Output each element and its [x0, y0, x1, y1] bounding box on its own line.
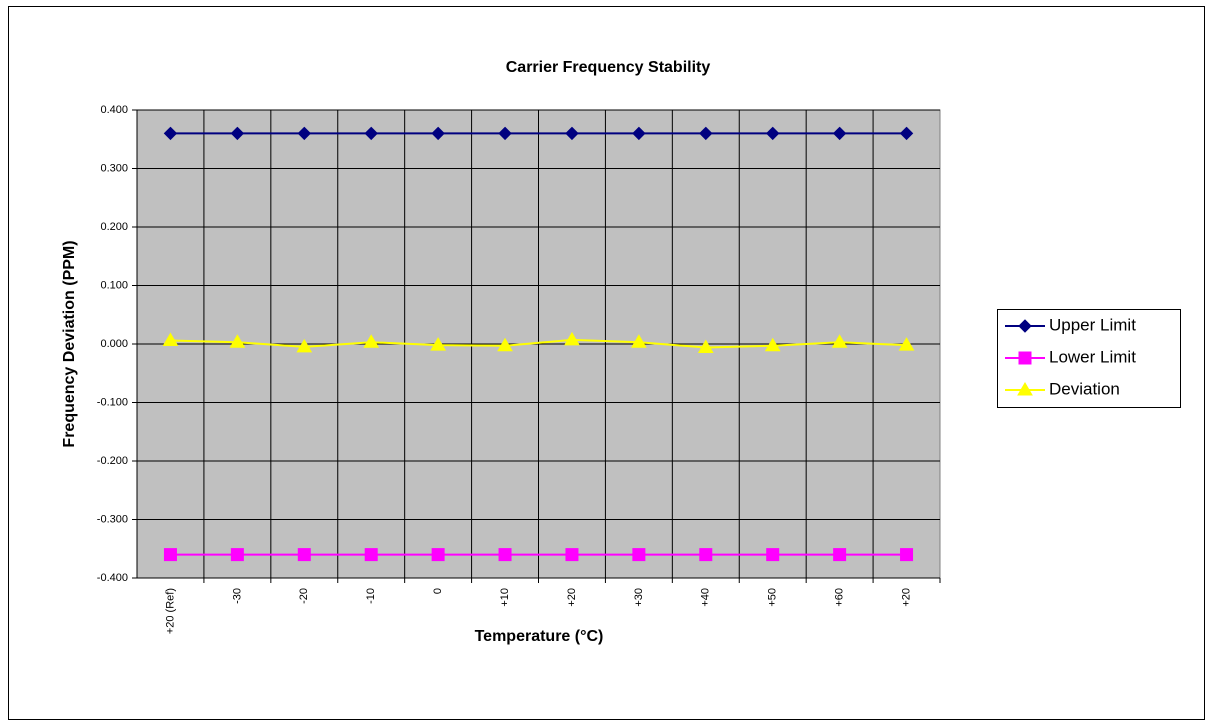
x-tick-label: +60 — [834, 588, 846, 607]
y-tick-label: 0.200 — [100, 221, 128, 233]
x-tick-label: +50 — [767, 588, 779, 607]
marker — [766, 126, 780, 141]
y-tick-label: -0.100 — [97, 396, 128, 408]
marker — [900, 548, 914, 562]
series — [163, 126, 914, 141]
marker — [364, 548, 378, 562]
marker — [163, 548, 177, 562]
marker — [230, 548, 244, 562]
y-tick-label: 0.000 — [100, 338, 128, 350]
marker — [764, 337, 781, 352]
x-tick-label: -30 — [231, 588, 243, 604]
marker — [296, 338, 313, 353]
x-tick-label: +20 — [900, 588, 912, 607]
series — [162, 331, 915, 354]
marker — [697, 339, 714, 354]
marker — [297, 126, 311, 141]
marker — [766, 548, 780, 562]
marker — [497, 337, 513, 352]
marker — [699, 548, 713, 562]
x-axis-title: Temperature (°C) — [475, 628, 604, 645]
legend-marker — [1018, 351, 1032, 365]
legend-label: Deviation — [1049, 379, 1120, 398]
y-axis-title: Frequency Deviation (PPM) — [61, 240, 78, 447]
marker — [431, 126, 445, 141]
x-tick-label: +20 — [566, 588, 578, 607]
marker — [631, 334, 647, 348]
x-tick-label: +40 — [700, 588, 712, 607]
legend-marker — [1018, 319, 1032, 333]
marker — [364, 126, 378, 141]
y-tick-label: 0.400 — [100, 104, 128, 116]
legend-label: Lower Limit — [1049, 347, 1136, 366]
marker — [163, 126, 178, 141]
series-line — [170, 338, 907, 349]
x-tick-label: -10 — [365, 588, 377, 604]
series — [163, 548, 914, 562]
marker — [832, 126, 847, 141]
marker — [699, 126, 713, 141]
y-tick-label: 0.300 — [100, 162, 128, 174]
y-tick-label: -0.400 — [97, 572, 128, 584]
marker — [498, 548, 512, 562]
x-tick-label: -20 — [298, 588, 310, 604]
marker — [297, 548, 311, 562]
marker — [498, 126, 512, 141]
marker — [431, 548, 445, 562]
marker — [632, 126, 646, 141]
marker — [430, 337, 446, 351]
marker — [831, 334, 848, 348]
legend-label: Upper Limit — [1049, 315, 1136, 334]
marker — [833, 548, 847, 562]
chart-title: Carrier Frequency Stability — [506, 59, 711, 76]
legend-marker — [1017, 382, 1033, 396]
x-tick-label: +30 — [633, 588, 645, 607]
marker — [632, 548, 646, 562]
x-tick-label: 0 — [432, 588, 444, 594]
marker — [162, 332, 179, 346]
x-tick-label: +20 (Ref) — [164, 588, 176, 634]
marker — [898, 337, 915, 351]
marker — [229, 334, 246, 348]
marker — [899, 126, 914, 141]
marker — [565, 126, 579, 141]
marker — [565, 548, 579, 562]
y-tick-label: -0.200 — [97, 455, 128, 467]
y-tick-label: -0.300 — [97, 513, 128, 525]
marker — [564, 331, 580, 346]
y-tick-label: 0.100 — [100, 279, 128, 291]
marker — [363, 334, 380, 348]
marker — [230, 126, 245, 141]
x-tick-label: +10 — [499, 588, 511, 607]
